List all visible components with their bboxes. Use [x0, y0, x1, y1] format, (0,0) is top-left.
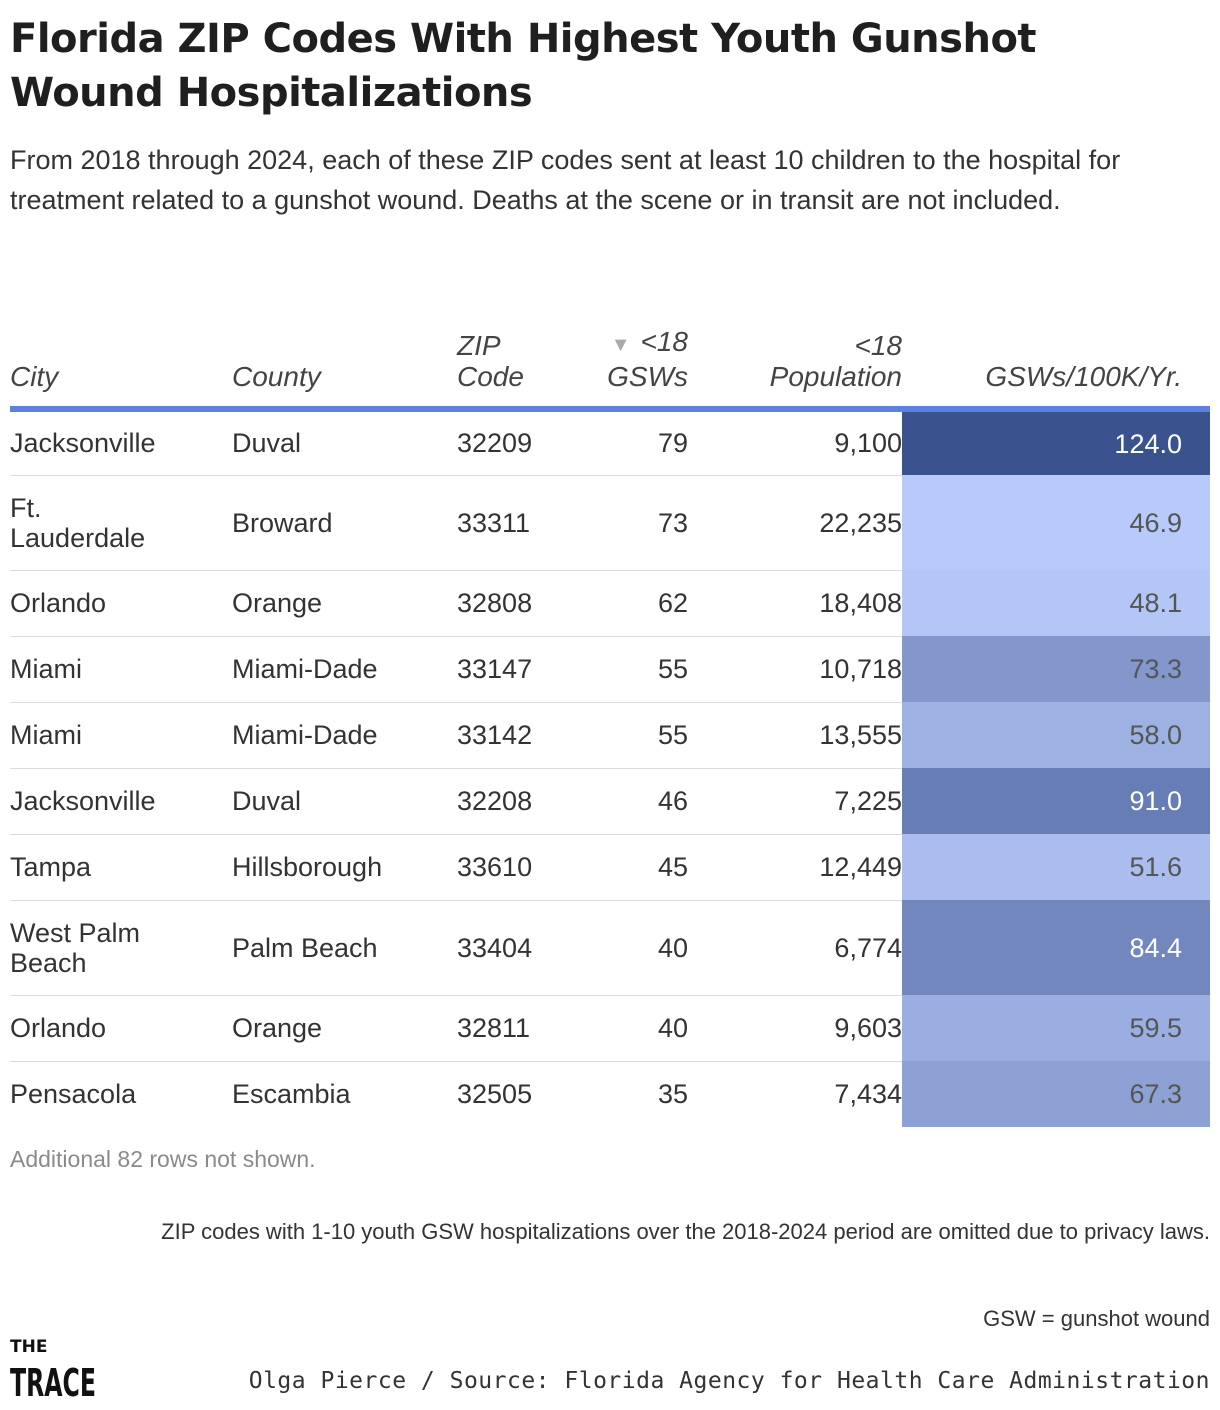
logo-line-2: TRACE	[10, 1361, 96, 1400]
cell-city: Jacksonville	[10, 768, 232, 835]
cell-zip: 32208	[457, 768, 557, 835]
cell-population: 18,408	[688, 570, 902, 637]
cell-zip: 33311	[457, 475, 557, 571]
table-row: Orlando Orange 32811 40 9,603 59.5	[10, 995, 1210, 1062]
column-header-county[interactable]: County	[232, 326, 457, 412]
table-row: Tampa Hillsborough 33610 45 12,449 51.6	[10, 834, 1210, 901]
cell-county: Palm Beach	[232, 900, 457, 996]
cell-city: Miami	[10, 702, 232, 769]
cell-gsws: 73	[557, 475, 688, 571]
cell-county: Duval	[232, 768, 457, 835]
privacy-footnote: ZIP codes with 1-10 youth GSW hospitaliz…	[161, 1219, 1210, 1244]
table-row: Jacksonville Duval 32209 79 9,100 124.0	[10, 409, 1210, 476]
cell-county: Broward	[232, 475, 457, 571]
the-trace-logo: THE TRACE	[10, 1337, 96, 1400]
cell-zip: 32505	[457, 1079, 533, 1110]
credit-line: Olga Pierce / Source: Florida Agency for…	[248, 1368, 1210, 1394]
cell-gsws: 79	[557, 409, 688, 476]
cell-zip: 32811	[457, 995, 557, 1062]
cell-city: Orlando	[10, 995, 232, 1062]
table-row: West Palm Beach Palm Beach 33404 40 6,774 84.…	[10, 900, 1210, 996]
cell-population: 9,100	[688, 409, 902, 476]
cell-zip: 33142	[457, 702, 557, 769]
cell-county: Miami-Dade	[232, 702, 457, 769]
zip-header-label: ZIP Code	[457, 330, 524, 392]
cell-gsws: 40	[557, 900, 688, 996]
cell-zip: 33610	[457, 834, 557, 901]
cell-rate: 51.6	[902, 834, 1210, 900]
cell-gsws: 55	[557, 636, 688, 703]
column-header-gsws[interactable]: ▼ <18 GSWs	[557, 326, 688, 412]
column-header-city[interactable]: City	[10, 326, 232, 412]
cell-city: Orlando	[10, 570, 232, 637]
cell-county: Hillsborough	[232, 834, 457, 901]
cell-rate: 84.4	[902, 900, 1210, 995]
cell-gsws: 35	[657, 1079, 688, 1110]
cell-gsws: 55	[557, 702, 688, 769]
sort-descending-icon: ▼	[610, 334, 631, 356]
cell-rate: 67.3	[902, 1061, 1210, 1127]
cell-county: Orange	[232, 995, 457, 1062]
cell-population: 6,774	[688, 900, 902, 996]
cell-zip: 32209	[457, 409, 557, 476]
column-header-zip[interactable]: ZIP Code	[457, 326, 557, 412]
cell-city: Ft. Lauderdale	[10, 475, 232, 571]
header-row: City County ZIP Code ▼ <18 GSWs <18 Popul…	[10, 326, 1210, 412]
data-table: City County ZIP Code ▼ <18 GSWs <18 Popul…	[10, 326, 1210, 1127]
chart-title: Florida ZIP Codes With Highest Youth Gun…	[10, 16, 1037, 116]
table-row: Orlando Orange 32808 62 18,408 48.1	[10, 570, 1210, 637]
rows-not-shown-note: Additional 82 rows not shown.	[10, 1146, 316, 1172]
table-row: Ft. Lauderdale Broward 33311 73 22,235 46.9	[10, 475, 1210, 571]
cell-county: Duval	[232, 409, 457, 476]
table-row: Miami Miami-Dade 33147 55 10,718 73.3	[10, 636, 1210, 703]
chart-subtitle: From 2018 through 2024, each of these ZI…	[10, 145, 1121, 215]
cell-gsws: 45	[557, 834, 688, 901]
cell-population: 7,225	[688, 768, 902, 835]
cell-city: Jacksonville	[10, 409, 232, 476]
cell-zip: 33404	[457, 900, 557, 996]
column-header-population[interactable]: <18 Population	[688, 326, 902, 412]
cell-zip: 33147	[457, 636, 557, 703]
cell-population: 12,449	[688, 834, 902, 901]
logo-line-1: THE	[10, 1337, 47, 1357]
cell-rate: 124.0	[902, 409, 1210, 475]
cell-population: 10,718	[688, 636, 902, 703]
abbreviation-note: GSW = gunshot wound	[983, 1306, 1210, 1331]
cell-population: 22,235	[688, 475, 902, 571]
cell-population: 13,555	[688, 702, 902, 769]
cell-city: Miami	[10, 636, 232, 703]
cell-rate: 58.0	[902, 702, 1210, 768]
cell-population: 7,434	[834, 1079, 902, 1110]
cell-city: Pensacola	[10, 1079, 137, 1110]
cell-county: Miami-Dade	[232, 636, 457, 703]
cell-gsws: 40	[557, 995, 688, 1062]
cell-rate: 73.3	[902, 636, 1210, 702]
cell-zip: 32808	[457, 570, 557, 637]
table-row: Pensacola Escambia 32505 35 7,434 67.3	[10, 1061, 1210, 1127]
cell-gsws: 46	[557, 768, 688, 835]
cell-rate: 48.1	[902, 570, 1210, 636]
cell-city: West Palm Beach	[10, 900, 232, 996]
cell-county: Escambia	[232, 1079, 351, 1110]
gsws-header-label: <18 GSWs	[607, 326, 688, 392]
table-row: Jacksonville Duval 32208 46 7,225 91.0	[10, 768, 1210, 835]
cell-rate: 46.9	[902, 475, 1210, 570]
column-header-rate[interactable]: GSWs/100K/Yr.	[902, 326, 1210, 412]
cell-city: Tampa	[10, 834, 232, 901]
cell-rate: 59.5	[902, 995, 1210, 1061]
table-row: Miami Miami-Dade 33142 55 13,555 58.0	[10, 702, 1210, 769]
cell-gsws: 62	[557, 570, 688, 637]
cell-rate: 91.0	[902, 768, 1210, 834]
cell-population: 9,603	[688, 995, 902, 1062]
cell-county: Orange	[232, 570, 457, 637]
population-header-label: <18 Population	[769, 330, 902, 392]
